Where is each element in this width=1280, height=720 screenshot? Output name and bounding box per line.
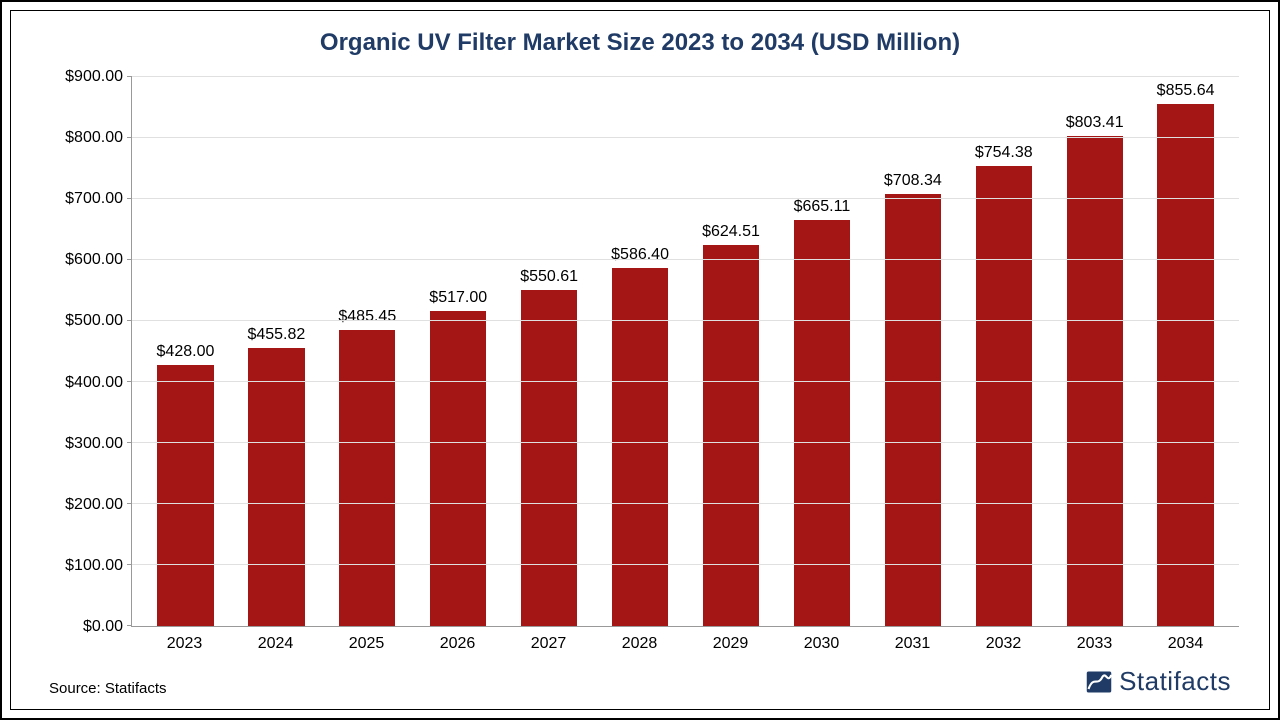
bar — [430, 311, 486, 626]
y-tick-mark — [127, 503, 132, 504]
bar — [521, 290, 577, 626]
bars-layer: $428.00 $455.82 $485.45 $517.00 $550.61 $586.… — [132, 77, 1239, 626]
gridline — [132, 320, 1239, 321]
y-tick-label: $400.00 — [65, 374, 123, 392]
x-axis: 2023202420252026202720282029203020312032… — [131, 627, 1239, 653]
y-tick-mark — [127, 137, 132, 138]
bar-slot: $803.41 — [1049, 77, 1140, 626]
chart-frame: Organic UV Filter Market Size 2023 to 20… — [10, 10, 1270, 710]
brand-logo-icon — [1085, 668, 1113, 696]
x-tick-label: 2023 — [139, 635, 230, 653]
x-tick-label: 2030 — [776, 635, 867, 653]
y-tick-mark — [127, 381, 132, 382]
x-tick-label: 2027 — [503, 635, 594, 653]
y-tick-label: $500.00 — [65, 312, 123, 330]
source-label: Source: Statifacts — [49, 680, 167, 697]
gridline — [132, 442, 1239, 443]
bar-slot: $855.64 — [1140, 77, 1231, 626]
bar-slot: $586.40 — [595, 77, 686, 626]
outer-frame: Organic UV Filter Market Size 2023 to 20… — [0, 0, 1280, 720]
x-tick-label: 2024 — [230, 635, 321, 653]
bar-value-label: $455.82 — [247, 326, 305, 344]
bar — [1157, 104, 1213, 626]
bar — [157, 365, 213, 626]
gridline — [132, 137, 1239, 138]
bar — [339, 330, 395, 626]
bar-value-label: $855.64 — [1157, 82, 1215, 100]
bar-value-label: $803.41 — [1066, 114, 1124, 132]
bar-value-label: $517.00 — [429, 289, 487, 307]
y-tick-label: $100.00 — [65, 557, 123, 575]
bar-slot: $665.11 — [776, 77, 867, 626]
bar-slot: $485.45 — [322, 77, 413, 626]
bar — [248, 348, 304, 626]
bar-slot: $455.82 — [231, 77, 322, 626]
bar-value-label: $754.38 — [975, 144, 1033, 162]
y-tick-label: $900.00 — [65, 68, 123, 86]
gridline — [132, 564, 1239, 565]
bar-value-label: $586.40 — [611, 246, 669, 264]
x-tick-label: 2033 — [1049, 635, 1140, 653]
y-tick-mark — [127, 198, 132, 199]
bar-value-label: $624.51 — [702, 223, 760, 241]
chart-region: $0.00 $100.00 $200.00 $300.00 $400.00 $500.00… — [41, 77, 1239, 653]
y-tick-label: $800.00 — [65, 129, 123, 147]
bar-value-label: $485.45 — [338, 308, 396, 326]
bar — [703, 245, 759, 626]
y-tick-label: $300.00 — [65, 435, 123, 453]
plot-row: $0.00$100.00$200.00$300.00$400.00$500.00… — [41, 77, 1239, 627]
bar-slot: $428.00 — [140, 77, 231, 626]
x-tick-label: 2034 — [1140, 635, 1231, 653]
bar-value-label: $428.00 — [157, 343, 215, 361]
x-tick-label: 2029 — [685, 635, 776, 653]
bar-value-label: $550.61 — [520, 268, 578, 286]
y-tick-mark — [127, 320, 132, 321]
x-tick-label: 2031 — [867, 635, 958, 653]
bar — [976, 166, 1032, 626]
bar — [794, 220, 850, 626]
bar — [612, 268, 668, 626]
gridline — [132, 381, 1239, 382]
bar-value-label: $708.34 — [884, 172, 942, 190]
y-tick-label: $700.00 — [65, 190, 123, 208]
bar-slot: $550.61 — [504, 77, 595, 626]
y-tick-mark — [127, 442, 132, 443]
x-tick-label: 2025 — [321, 635, 412, 653]
x-axis-row: 2023202420252026202720282029203020312032… — [41, 627, 1239, 653]
bar-slot: $517.00 — [413, 77, 504, 626]
x-tick-label: 2026 — [412, 635, 503, 653]
gridline — [132, 76, 1239, 77]
y-tick-label: $0.00 — [83, 618, 123, 636]
plot-area: $428.00 $455.82 $485.45 $517.00 $550.61 $586.… — [131, 77, 1239, 627]
bar-value-label: $665.11 — [794, 198, 851, 216]
y-tick-label: $600.00 — [65, 251, 123, 269]
y-tick-mark — [127, 76, 132, 77]
brand: Statifacts — [1085, 666, 1231, 697]
gridline — [132, 259, 1239, 260]
y-tick-mark — [127, 564, 132, 565]
bar-slot: $624.51 — [686, 77, 777, 626]
x-tick-label: 2032 — [958, 635, 1049, 653]
x-tick-label: 2028 — [594, 635, 685, 653]
y-tick-mark — [127, 625, 132, 626]
y-axis: $0.00$100.00$200.00$300.00$400.00$500.00… — [41, 77, 131, 627]
brand-name: Statifacts — [1119, 666, 1231, 697]
bar-slot: $708.34 — [867, 77, 958, 626]
bar-slot: $754.38 — [958, 77, 1049, 626]
y-tick-label: $200.00 — [65, 496, 123, 514]
gridline — [132, 503, 1239, 504]
gridline — [132, 198, 1239, 199]
chart-footer: Source: Statifacts Statifacts — [41, 653, 1239, 699]
chart-title: Organic UV Filter Market Size 2023 to 20… — [41, 29, 1239, 57]
y-tick-mark — [127, 259, 132, 260]
